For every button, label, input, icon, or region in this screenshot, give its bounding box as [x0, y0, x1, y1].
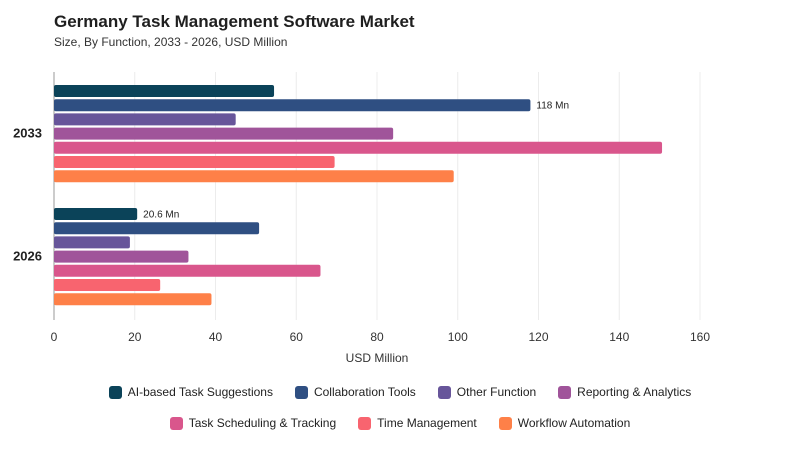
x-tick-label: 120	[528, 330, 548, 344]
bar-workflow-automation-2026	[54, 293, 212, 306]
legend-item: Workflow Automation	[498, 416, 631, 430]
x-tick-label: 140	[609, 330, 629, 344]
legend-item: Other Function	[437, 385, 537, 399]
legend-item: AI-based Task Suggestions	[108, 385, 273, 399]
legend-item: Collaboration Tools	[294, 385, 416, 399]
legend-swatch	[108, 385, 122, 399]
x-tick-label: 100	[448, 330, 468, 344]
legend-row-2: Task Scheduling & Tracking Time Managemen…	[0, 416, 800, 430]
bar-collaboration-tools-2033	[54, 99, 531, 112]
x-tick-label: 20	[128, 330, 142, 344]
legend-row-1: AI-based Task Suggestions Collaboration T…	[0, 385, 800, 399]
legend-label: Workflow Automation	[517, 416, 631, 430]
legend-label: Other Function	[456, 385, 537, 399]
chart-title: Germany Task Management Software Market	[54, 12, 415, 31]
legend-label: Task Scheduling & Tracking	[188, 416, 337, 430]
legend-item: Reporting & Analytics	[558, 385, 691, 399]
data-label: 118 Mn	[536, 101, 569, 112]
y-category-label: 2026	[13, 249, 42, 264]
bar-workflow-automation-2033	[54, 170, 454, 183]
x-tick-label: 60	[290, 330, 304, 344]
legend-swatch	[558, 385, 572, 399]
legend-label: Reporting & Analytics	[577, 385, 692, 399]
data-label: 20.6 Mn	[143, 210, 179, 221]
bar-time-management-2026	[54, 279, 161, 291]
y-category-label: 2033	[13, 126, 42, 141]
bar-collaboration-tools-2026	[54, 222, 260, 235]
x-tick-label: 40	[209, 330, 223, 344]
legend-swatch	[294, 385, 308, 399]
chart-subtitle: Size, By Function, 2033 - 2026, USD Mill…	[54, 35, 288, 49]
legend-item: Time Management	[358, 416, 477, 430]
x-tick-label: 80	[370, 330, 384, 344]
bar-reporting-analytics-2033	[54, 127, 394, 140]
bar-ai-based-task-suggestions-2026	[54, 208, 138, 220]
bar-other-function-2033	[54, 113, 236, 126]
legend-swatch	[437, 385, 451, 399]
legend-label: Collaboration Tools	[313, 385, 416, 399]
bar-time-management-2033	[54, 156, 335, 168]
legend-swatch	[169, 416, 183, 430]
bar-other-function-2026	[54, 236, 130, 249]
bar-ai-based-task-suggestions-2033	[54, 85, 275, 97]
x-axis-title: USD Million	[346, 351, 409, 365]
bar-task-scheduling-tracking-2033	[54, 141, 663, 154]
legend-label: Time Management	[377, 416, 477, 430]
legend-item: Task Scheduling & Tracking	[169, 416, 337, 430]
legend-label: AI-based Task Suggestions	[127, 385, 273, 399]
x-tick-label: 0	[51, 330, 58, 344]
bar-task-scheduling-tracking-2026	[54, 264, 321, 277]
legend-swatch	[358, 416, 372, 430]
x-tick-label: 160	[690, 330, 710, 344]
bar-reporting-analytics-2026	[54, 250, 189, 263]
legend-swatch	[498, 416, 512, 430]
